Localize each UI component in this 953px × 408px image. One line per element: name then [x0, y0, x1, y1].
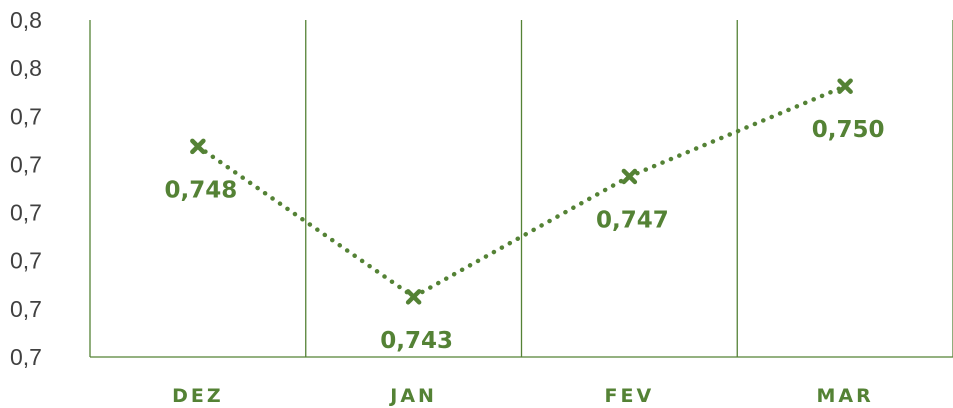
y-tick-label: 0,7 [10, 296, 42, 322]
marker-stroke [405, 289, 422, 305]
marker-stroke [837, 78, 853, 94]
series-line-path [195, 83, 848, 300]
data-label: 0,750 [812, 117, 885, 143]
marker-stroke [190, 138, 206, 155]
data-point-marker [621, 168, 638, 185]
marker-stroke [621, 168, 638, 185]
data-point-marker [405, 289, 422, 305]
series-line [195, 83, 848, 300]
y-axis-tick-labels: 0,7 0,7 0,7 0,7 0,7 0,7 0,8 0,8 [10, 7, 42, 370]
y-tick-label: 0,8 [10, 7, 42, 33]
data-label: 0,743 [380, 328, 453, 354]
x-tick-label: JAN [388, 385, 437, 407]
data-label: 0,748 [164, 177, 237, 203]
y-tick-label: 0,7 [10, 151, 42, 177]
x-tick-label: MAR [817, 385, 874, 407]
x-tick-label: DEZ [172, 385, 224, 407]
data-label: 0,747 [596, 207, 669, 233]
y-tick-label: 0,7 [10, 248, 42, 274]
y-tick-label: 0,8 [10, 55, 42, 81]
x-tick-label: FEV [605, 385, 655, 407]
y-tick-label: 0,7 [10, 103, 42, 129]
x-axis-tick-labels: DEZ JAN FEV MAR [172, 385, 874, 407]
chart-gridlines [89, 20, 953, 358]
data-labels: 0,748 0,743 0,747 0,750 [164, 117, 884, 354]
data-markers [190, 78, 853, 305]
data-point-marker [837, 78, 853, 94]
y-tick-label: 0,7 [10, 344, 42, 370]
y-tick-label: 0,7 [10, 200, 42, 226]
data-point-marker [190, 138, 206, 155]
